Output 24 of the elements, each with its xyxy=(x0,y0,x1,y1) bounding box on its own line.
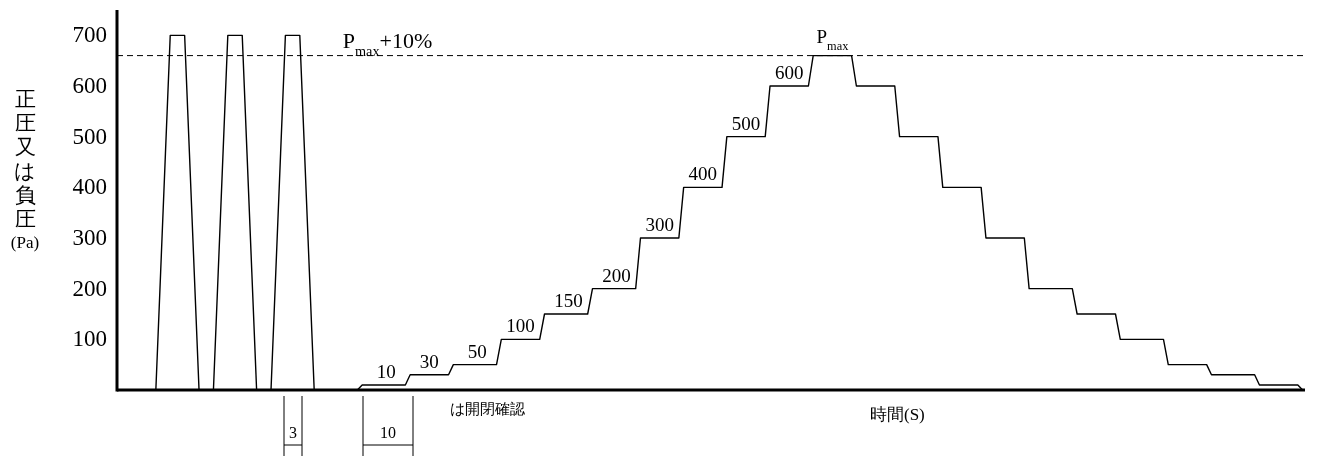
y-tick-label: 600 xyxy=(72,73,107,98)
y-tick-label: 200 xyxy=(72,275,107,301)
data-label: 50 xyxy=(467,340,487,362)
text: 3 xyxy=(289,424,297,441)
data-label: 100 xyxy=(506,315,535,337)
data-label: 500 xyxy=(731,112,761,134)
text: は開閉確認 xyxy=(450,400,525,418)
data-label: P$_{max}$ xyxy=(816,25,850,53)
data-label: 150 xyxy=(554,290,583,311)
y-tick-label: 100 xyxy=(72,326,107,352)
x-axis-title: 時間(S) xyxy=(870,404,925,424)
data-label: 10 xyxy=(376,360,396,382)
ref-line-label: P$_{max}$+10% xyxy=(342,27,433,59)
y-tick-label: 300 xyxy=(72,225,107,250)
y-tick-label: 700 xyxy=(72,22,107,48)
data-label: 30 xyxy=(419,350,439,372)
text: 10 xyxy=(380,424,396,441)
y-tick-label: 400 xyxy=(72,174,107,200)
data-label: 400 xyxy=(688,163,718,185)
data-label: 600 xyxy=(774,62,804,83)
data-label: 200 xyxy=(602,264,631,286)
y-axis-title: 正圧又は負圧(Pa) xyxy=(10,87,40,252)
data-label: 300 xyxy=(645,214,674,235)
y-tick-label: 500 xyxy=(72,123,107,149)
